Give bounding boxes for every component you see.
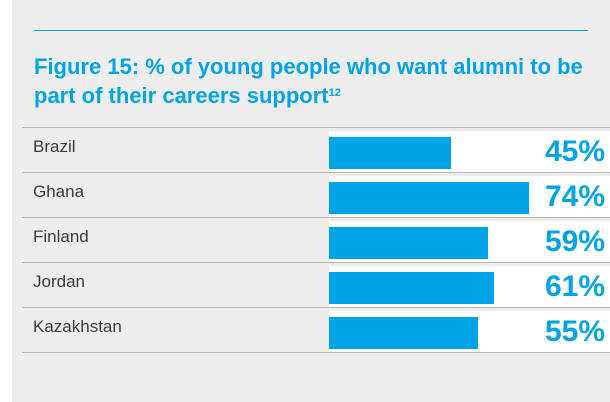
value-label: 61% [544, 270, 605, 303]
bar-track: 61% [329, 266, 610, 307]
category-label: Kazakhstan [33, 317, 122, 336]
category-label: Ghana [33, 182, 85, 201]
chart-title-text: Figure 15: % of young people who want al… [34, 54, 583, 108]
bar [329, 137, 451, 169]
category-label: Brazil [33, 137, 76, 156]
bar [329, 317, 478, 349]
bar-row: Kazakhstan 55% [22, 307, 610, 353]
bar-row: Brazil 45% [22, 127, 610, 172]
bar [329, 227, 488, 259]
bar-track: 74% [329, 176, 610, 217]
bar [329, 272, 494, 304]
value-label: 55% [544, 315, 605, 348]
chart-title: Figure 15: % of young people who want al… [34, 52, 594, 110]
value-label: 74% [544, 180, 605, 213]
bar-row: Jordan 61% [22, 262, 610, 307]
title-footnote: 12 [328, 87, 341, 99]
value-label: 59% [544, 225, 605, 258]
bar-rows: Brazil 45% Ghana 74% Finland 59% Jordan 61% Kaza… [22, 127, 610, 353]
category-label: Finland [33, 227, 89, 246]
bar-track: 45% [329, 131, 610, 172]
bar-track: 55% [329, 311, 610, 352]
top-divider [34, 30, 588, 31]
category-label: Jordan [33, 272, 85, 291]
figure-panel: Figure 15: % of young people who want al… [12, 0, 610, 402]
bar-row: Ghana 74% [22, 172, 610, 217]
bar [329, 182, 529, 214]
bar-row: Finland 59% [22, 217, 610, 262]
value-label: 45% [544, 135, 605, 168]
bar-track: 59% [329, 221, 610, 262]
